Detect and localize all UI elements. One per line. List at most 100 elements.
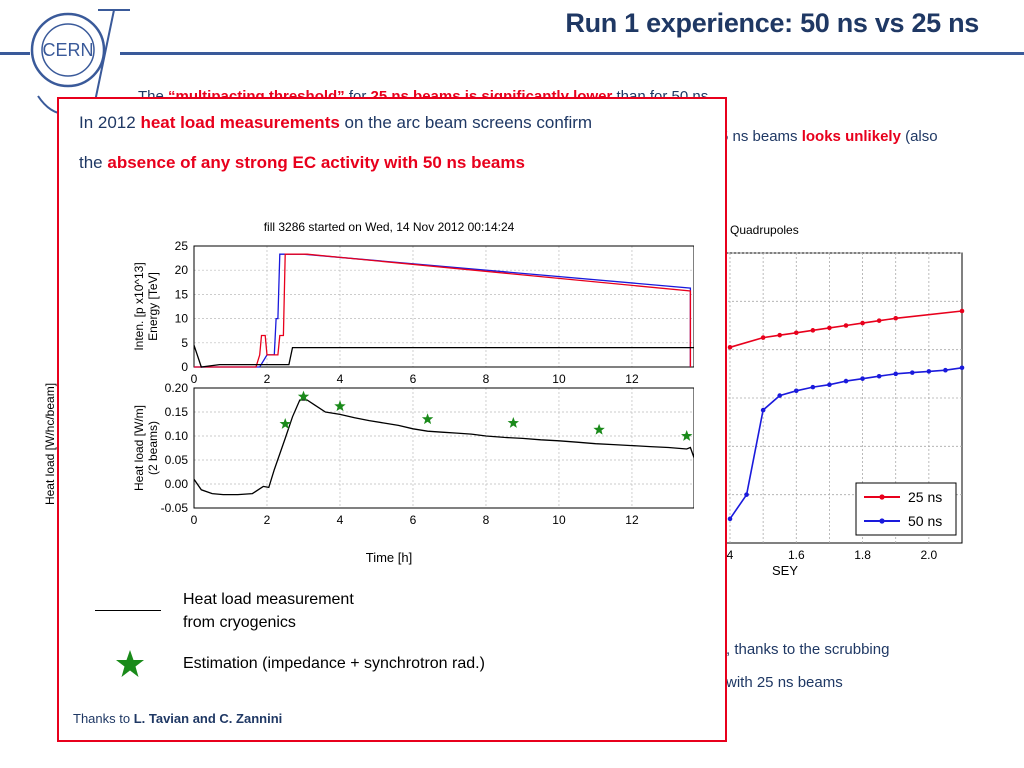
bg-text-line-4: with 25 ns beams [726,674,843,691]
overlay-line-2: the absence of any strong EC activity wi… [79,153,525,172]
top-panel-xtick-label: 12 [625,372,639,386]
top-panel-xtick-label: 0 [191,372,198,386]
sey-point [943,367,948,373]
sey-point [893,315,899,321]
sey-xtick-label: 4 [727,548,734,562]
sey-point [876,373,882,379]
bottom-panel-estimation-star [507,417,519,428]
sey-point [860,320,865,326]
sey-point [827,382,832,388]
bg-text-line-2: 5 ns beams looks unlikely (also [720,128,938,145]
sey-point [810,328,816,333]
bottom-panel-estimation-star [681,430,693,441]
bottom-panel-ylabel: (2 beams) [146,421,160,475]
sey-point [959,365,965,371]
top-panel-ylabel: Energy [TeV] [146,272,160,341]
top-panel-xtick-label: 2 [264,372,271,386]
outer-ylabel: Heat load [W/hc/beam] [43,383,57,505]
bottom-panel-xtick-label: 10 [552,513,566,527]
bottom-panel-estimation-star [334,400,346,412]
legend-measurement-line [95,610,161,611]
top-panel-ylabel: Inten. [p x10^13] [132,262,146,350]
top-panel-ytick-label: 20 [175,263,189,277]
bottom-panel-ytick-label: -0.05 [161,501,189,515]
top-panel-ytick-label: 15 [175,287,189,301]
sey-point [959,308,965,314]
bottom-panel-estimation-star [593,423,605,435]
top-panel-frame [193,245,694,368]
bottom-panel-estimation-star [297,390,310,402]
sey-point [777,332,783,338]
legend-25ns-label: 25 ns [908,489,942,505]
sey-point [744,492,749,497]
legend-estimation-label: Estimation (impedance + synchrotron rad.… [183,655,485,672]
bottom-panel-xtick-label: 0 [191,513,198,527]
top-panel-series-1 [194,253,692,368]
top-panel-ytick-label: 10 [175,312,189,326]
sey-point [893,371,899,377]
time-xlabel: Time [h] [366,550,412,565]
header-rule [120,52,1024,55]
star-icon [116,650,144,677]
bg-text-line-3: , thanks to the scrubbing [726,641,890,658]
top-panel-xtick-label: 6 [410,372,417,386]
sey-point [760,335,766,340]
bottom-panel-estimation-star [279,418,291,429]
bottom-panel-series-0 [193,399,694,496]
top-panel-xtick-label: 4 [337,372,344,386]
overlay-box: In 2012 heat load measurements on the ar… [43,97,727,742]
bottom-panel-ytick-label: 0.15 [165,405,189,419]
top-panel-xtick-label: 10 [552,372,566,386]
top-panel-ytick-label: 0 [181,360,188,374]
bottom-panel-xtick-label: 2 [264,513,271,527]
top-panel-series-2 [193,344,694,368]
sey-point [860,376,865,381]
legend-25ns-marker [879,494,885,500]
slide-title: Run 1 experience: 50 ns vs 25 ns [565,8,979,38]
sey-chart-title: Quadrupoles [730,223,799,237]
sey-point [926,369,932,374]
cern-logo: CERN [30,9,130,117]
sey-point [876,318,882,323]
sey-point [727,344,733,350]
sey-point [827,325,832,331]
sey-xtick-label: 2.0 [921,548,938,562]
logo-text: CERN [42,40,93,60]
legend-measurement-label-2: from cryogenics [183,614,296,631]
sey-xtick-label: 1.8 [854,548,871,562]
sey-xlabel: SEY [772,563,798,578]
header-rule-left [0,52,30,55]
bottom-panel-ylabel: Heat load [W/m] [132,405,146,491]
top-panel-series-0 [194,253,692,368]
bottom-panel-xtick-label: 4 [337,513,344,527]
top-panel-xtick-label: 8 [483,372,490,386]
sey-point [760,407,766,413]
top-panel-ytick-label: 5 [181,336,188,350]
bottom-panel-frame [193,387,694,509]
bottom-panel-xtick-label: 6 [410,513,417,527]
sey-point [843,323,849,328]
bottom-panel-xtick-label: 12 [625,513,639,527]
bottom-panel-ytick-label: 0.20 [165,381,189,395]
bottom-panel-ytick-label: 0.00 [165,477,189,491]
legend-50ns-label: 50 ns [908,513,942,529]
top-panel-ytick-label: 25 [175,239,189,253]
sey-point [777,393,783,398]
heatload-figure: fill 3286 started on Wed, 14 Nov 2012 00… [43,220,694,565]
thanks-note: Thanks to L. Tavian and C. Zannini [73,711,283,726]
fill-chart-title: fill 3286 started on Wed, 14 Nov 2012 00… [264,220,515,234]
sey-point [793,388,799,394]
sey-point [909,370,915,375]
sey-point [727,516,733,522]
overlay-line-1: In 2012 heat load measurements on the ar… [79,113,593,132]
sey-point [793,330,799,336]
sey-point [810,384,816,390]
bottom-panel-xtick-label: 8 [483,513,490,527]
legend-50ns-marker [879,518,885,524]
sey-xtick-label: 1.6 [788,548,805,562]
sey-chart: Quadrupoles 4 1.6 1.8 2.0 SEY 25 ns 50 ns [699,223,965,578]
legend-measurement-label-1: Heat load measurement [183,591,354,608]
bottom-panel-ytick-label: 0.05 [165,453,189,467]
bottom-panel-estimation-star [421,413,434,425]
sey-point [843,378,849,384]
